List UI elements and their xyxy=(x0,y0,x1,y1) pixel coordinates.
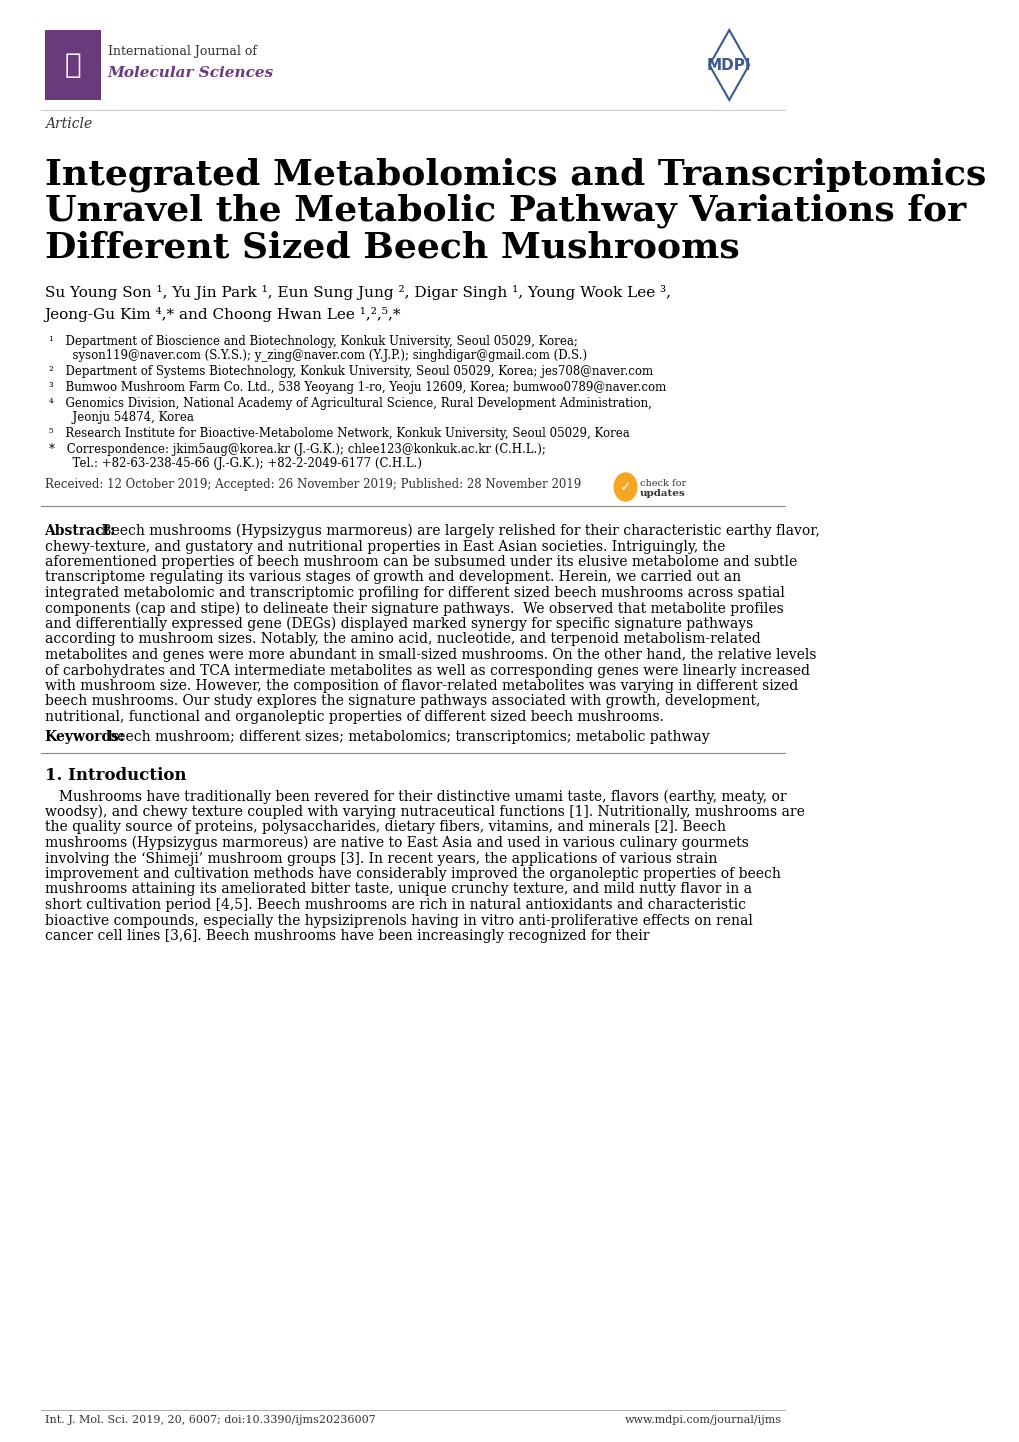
Text: Article: Article xyxy=(45,117,92,131)
Text: according to mushroom sizes. Notably, the amino acid, nucleotide, and terpenoid : according to mushroom sizes. Notably, th… xyxy=(45,633,759,646)
Text: Different Sized Beech Mushrooms: Different Sized Beech Mushrooms xyxy=(45,231,739,264)
Text: International Journal of: International Journal of xyxy=(108,45,257,58)
FancyBboxPatch shape xyxy=(45,30,101,99)
Text: with mushroom size. However, the composition of flavor-related metabolites was v: with mushroom size. However, the composi… xyxy=(45,679,797,694)
Text: the quality source of proteins, polysaccharides, dietary fibers, vitamins, and m: the quality source of proteins, polysacc… xyxy=(45,820,725,835)
Text: of carbohydrates and TCA intermediate metabolites as well as corresponding genes: of carbohydrates and TCA intermediate me… xyxy=(45,663,809,678)
Text: * Correspondence: jkim5aug@korea.kr (J.-G.K.); chlee123@konkuk.ac.kr (C.H.L.);: * Correspondence: jkim5aug@korea.kr (J.-… xyxy=(49,443,545,456)
Text: www.mdpi.com/journal/ijms: www.mdpi.com/journal/ijms xyxy=(625,1415,782,1425)
Text: Unravel the Metabolic Pathway Variations for: Unravel the Metabolic Pathway Variations… xyxy=(45,195,965,228)
Text: ⁴ Genomics Division, National Academy of Agricultural Science, Rural Development: ⁴ Genomics Division, National Academy of… xyxy=(49,397,651,410)
Text: cancer cell lines [3,6]. Beech mushrooms have been increasingly recognized for t: cancer cell lines [3,6]. Beech mushrooms… xyxy=(45,929,648,943)
Text: ³ Bumwoo Mushroom Farm Co. Ltd., 538 Yeoyang 1-ro, Yeoju 12609, Korea; bumwoo078: ³ Bumwoo Mushroom Farm Co. Ltd., 538 Yeo… xyxy=(49,381,665,394)
Text: Mushrooms have traditionally been revered for their distinctive umami taste, fla: Mushrooms have traditionally been revere… xyxy=(45,790,786,803)
Text: ¹ Department of Bioscience and Biotechnology, Konkuk University, Seoul 05029, Ko: ¹ Department of Bioscience and Biotechno… xyxy=(49,335,577,348)
Text: 1. Introduction: 1. Introduction xyxy=(45,767,185,784)
Text: beech mushrooms. Our study explores the signature pathways associated with growt: beech mushrooms. Our study explores the … xyxy=(45,695,759,708)
Text: chewy-texture, and gustatory and nutritional properties in East Asian societies.: chewy-texture, and gustatory and nutriti… xyxy=(45,539,725,554)
Text: involving the ‘Shimeji’ mushroom groups [3]. In recent years, the applications o: involving the ‘Shimeji’ mushroom groups … xyxy=(45,851,716,865)
Text: ✓: ✓ xyxy=(620,480,631,495)
Text: aforementioned properties of beech mushroom can be subsumed under its elusive me: aforementioned properties of beech mushr… xyxy=(45,555,796,570)
Text: MDPI: MDPI xyxy=(706,58,751,72)
Text: improvement and cultivation methods have considerably improved the organoleptic : improvement and cultivation methods have… xyxy=(45,867,780,881)
Text: Molecular Sciences: Molecular Sciences xyxy=(108,66,274,79)
Text: updates: updates xyxy=(640,489,685,497)
Text: syson119@naver.com (S.Y.S.); y_zing@naver.com (Y.J.P.); singhdigar@gmail.com (D.: syson119@naver.com (S.Y.S.); y_zing@nave… xyxy=(49,349,586,362)
Text: Keywords:: Keywords: xyxy=(45,731,124,744)
Text: mushrooms (⁠Hypsizygus marmoreus⁠) are native to East Asia and used in various c: mushrooms (⁠Hypsizygus marmoreus⁠) are n… xyxy=(45,836,748,851)
Text: Received: 12 October 2019; Accepted: 26 November 2019; Published: 28 November 20: Received: 12 October 2019; Accepted: 26 … xyxy=(45,477,580,490)
Text: 🧬: 🧬 xyxy=(64,50,82,79)
Text: Integrated Metabolomics and Transcriptomics: Integrated Metabolomics and Transcriptom… xyxy=(45,159,985,192)
Text: beech mushroom; different sizes; metabolomics; transcriptomics; metabolic pathwa: beech mushroom; different sizes; metabol… xyxy=(104,731,708,744)
Text: Jeonju 54874, Korea: Jeonju 54874, Korea xyxy=(49,411,194,424)
Text: Tel.: +82-63-238-45-66 (J.-G.K.); +82-2-2049-6177 (C.H.L.): Tel.: +82-63-238-45-66 (J.-G.K.); +82-2-… xyxy=(49,457,421,470)
Text: mushrooms attaining its ameliorated bitter taste, unique crunchy texture, and mi: mushrooms attaining its ameliorated bitt… xyxy=(45,883,751,897)
Text: integrated metabolomic and transcriptomic profiling for different sized beech mu: integrated metabolomic and transcriptomi… xyxy=(45,585,784,600)
Text: nutritional, functional and organoleptic properties of different sized beech mus: nutritional, functional and organoleptic… xyxy=(45,709,662,724)
Text: Su Young Son ¹, Yu Jin Park ¹, Eun Sung Jung ², Digar Singh ¹, Young Wook Lee ³,: Su Young Son ¹, Yu Jin Park ¹, Eun Sung … xyxy=(45,286,669,300)
Text: bioactive compounds, especially the hypsiziprenols having in vitro anti-prolifer: bioactive compounds, especially the hyps… xyxy=(45,913,752,927)
Circle shape xyxy=(613,473,636,500)
Text: ⁵ Research Institute for Bioactive-Metabolome Network, Konkuk University, Seoul : ⁵ Research Institute for Bioactive-Metab… xyxy=(49,427,629,440)
Text: and differentially expressed gene (DEGs) displayed marked synergy for specific s: and differentially expressed gene (DEGs)… xyxy=(45,617,752,632)
Text: transcriptome regulating its various stages of growth and development. Herein, w: transcriptome regulating its various sta… xyxy=(45,571,740,584)
Text: Jeong-Gu Kim ⁴,* and Choong Hwan Lee ¹,²,⁵,*: Jeong-Gu Kim ⁴,* and Choong Hwan Lee ¹,²… xyxy=(45,307,400,322)
Text: check for: check for xyxy=(640,479,686,487)
Text: Int. J. Mol. Sci. 2019, 20, 6007; doi:10.3390/ijms20236007: Int. J. Mol. Sci. 2019, 20, 6007; doi:10… xyxy=(45,1415,375,1425)
Text: metabolites and genes were more abundant in small-sized mushrooms. On the other : metabolites and genes were more abundant… xyxy=(45,647,815,662)
Text: Beech mushrooms (⁠Hypsizygus marmoreus⁠) are largely relished for their characte: Beech mushrooms (⁠Hypsizygus marmoreus⁠)… xyxy=(97,523,819,538)
Text: short cultivation period [4,5]. Beech mushrooms are rich in natural antioxidants: short cultivation period [4,5]. Beech mu… xyxy=(45,898,745,911)
Text: components (cap and stipe) to delineate their signature pathways.  We observed t: components (cap and stipe) to delineate … xyxy=(45,601,783,616)
Text: woodsy), and chewy texture coupled with varying nutraceutical functions [1]. Nut: woodsy), and chewy texture coupled with … xyxy=(45,805,804,819)
Text: Abstract:: Abstract: xyxy=(45,523,115,538)
Text: ² Department of Systems Biotechnology, Konkuk University, Seoul 05029, Korea; je: ² Department of Systems Biotechnology, K… xyxy=(49,365,652,378)
